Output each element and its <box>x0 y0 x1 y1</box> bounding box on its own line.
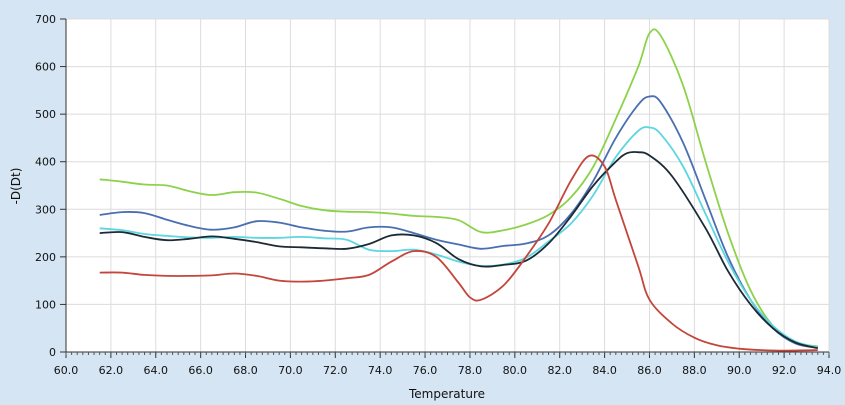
y-tick-label: 500 <box>35 108 56 121</box>
x-tick-label: 68.0 <box>233 364 258 377</box>
y-axis-ticks: 0 100 200 300 400 500 600 700 <box>35 13 66 359</box>
x-tick-label: 70.0 <box>278 364 303 377</box>
x-tick-label: 82.0 <box>547 364 572 377</box>
gridlines <box>65 18 830 353</box>
x-tick-label: 78.0 <box>458 364 483 377</box>
x-tick-label: 64.0 <box>144 364 169 377</box>
x-tick-label: 90.0 <box>727 364 752 377</box>
x-tick-label: 94.0 <box>817 364 842 377</box>
x-tick-label: 62.0 <box>99 364 124 377</box>
x-tick-label: 84.0 <box>592 364 617 377</box>
series-line-5 <box>99 154 818 352</box>
series-line-2 <box>99 95 818 349</box>
series-line-1 <box>99 28 818 348</box>
y-tick-label: 0 <box>49 346 56 359</box>
y-tick-label: 200 <box>35 251 56 264</box>
y-tick-label: 100 <box>35 298 56 311</box>
x-tick-label: 92.0 <box>772 364 797 377</box>
x-tick-label: 86.0 <box>637 364 662 377</box>
plot-area <box>66 19 829 352</box>
x-tick-label: 88.0 <box>682 364 707 377</box>
x-tick-label: 72.0 <box>323 364 348 377</box>
y-tick-label: 600 <box>35 61 56 74</box>
y-tick-label: 700 <box>35 13 56 26</box>
x-axis-ticks: 60.0 62.0 64.0 66.0 68.0 70.0 72.0 74.0 76.0 78.0… <box>54 352 842 377</box>
series-line-4 <box>99 151 819 350</box>
x-axis-title: Temperature <box>408 387 485 401</box>
y-tick-label: 400 <box>35 156 56 169</box>
x-tick-label: 74.0 <box>368 364 393 377</box>
x-tick-label: 80.0 <box>503 364 528 377</box>
x-tick-label: 60.0 <box>54 364 79 377</box>
y-axis-title: -D(Dt) <box>9 168 23 205</box>
y-tick-label: 300 <box>35 203 56 216</box>
x-tick-label: 76.0 <box>413 364 438 377</box>
x-tick-label: 66.0 <box>188 364 213 377</box>
series-lines <box>99 28 819 352</box>
